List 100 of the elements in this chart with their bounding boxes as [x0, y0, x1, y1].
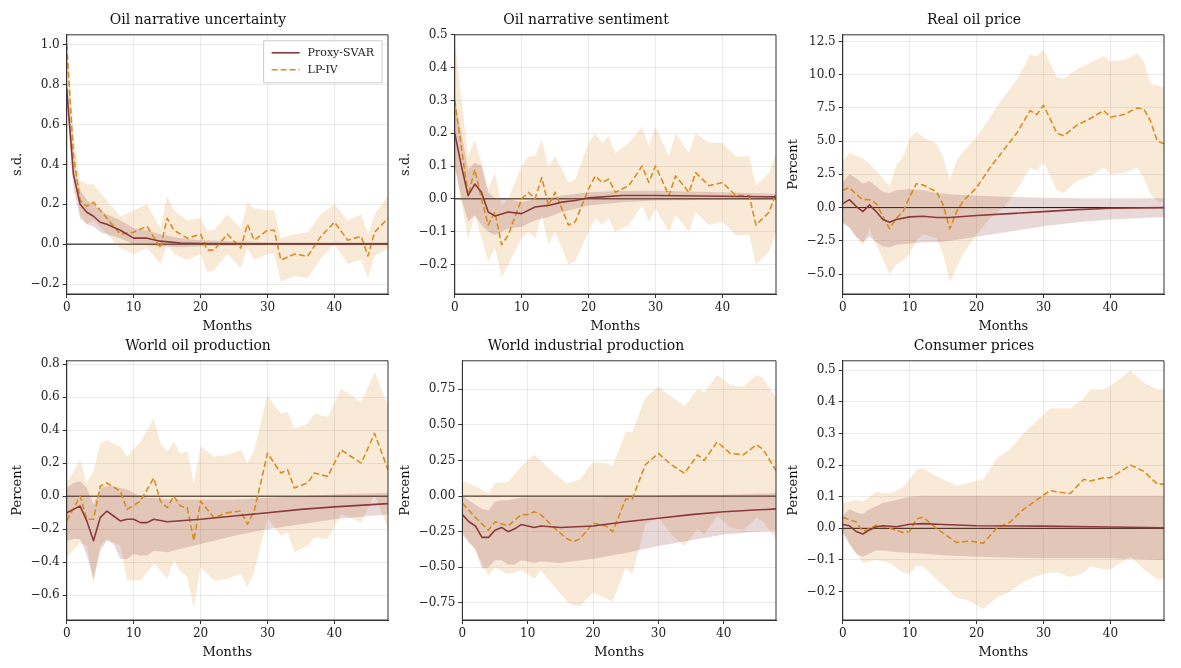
- x-tick-label: 30: [647, 300, 664, 315]
- x-tick-label: 40: [1102, 300, 1119, 315]
- y-tick-label: 0.4: [816, 394, 837, 409]
- x-axis-title: Months: [590, 317, 641, 333]
- x-axis-title: Months: [202, 643, 253, 659]
- y-tick-label: 0.4: [40, 422, 61, 437]
- x-tick-label: 0: [458, 626, 467, 641]
- line-series: [842, 104, 1164, 230]
- x-tick-label: 30: [650, 626, 667, 641]
- x-tick-label: 10: [126, 300, 142, 315]
- y-tick-label: −0.75: [418, 595, 456, 610]
- x-tick-label: 30: [1035, 300, 1052, 315]
- y-tick-label: −0.1: [806, 552, 836, 567]
- y-tick-label: −5.0: [806, 266, 836, 281]
- x-tick-label: 10: [902, 626, 918, 641]
- y-tick-label: −0.2: [806, 583, 836, 598]
- x-tick-label: 20: [968, 626, 985, 641]
- x-tick-label: 10: [520, 626, 536, 641]
- y-tick-label: 2.5: [816, 166, 836, 181]
- x-tick-label: 20: [585, 626, 601, 641]
- x-axis-title: Months: [978, 317, 1029, 333]
- y-tick-label: 0.5: [816, 362, 836, 377]
- y-tick-label: 0.5: [428, 26, 448, 41]
- chart-title: Real oil price: [926, 11, 1022, 28]
- y-axis-title: Percent: [785, 464, 801, 516]
- x-axis-title: Months: [978, 643, 1029, 659]
- x-axis-title: Months: [594, 643, 645, 659]
- x-tick-label: 30: [259, 300, 276, 315]
- y-tick-label: 0.50: [428, 417, 456, 432]
- line-series: [842, 464, 1164, 544]
- y-tick-label: −0.1: [418, 223, 448, 238]
- y-tick-label: −2.5: [806, 232, 836, 247]
- y-axis-title: Percent: [785, 138, 801, 190]
- y-tick-label: −0.50: [418, 559, 456, 574]
- x-tick-label: 10: [902, 300, 918, 315]
- y-axis-title: s.d.: [397, 152, 413, 177]
- x-tick-label: 40: [714, 300, 731, 315]
- y-tick-label: 0.0: [40, 236, 60, 251]
- y-tick-label: 0.1: [428, 158, 448, 173]
- x-tick-label: 40: [716, 626, 732, 641]
- x-tick-label: 0: [450, 300, 459, 315]
- x-tick-label: 0: [62, 300, 71, 315]
- y-tick-label: 0.2: [40, 196, 60, 211]
- line-series: [462, 441, 776, 543]
- y-tick-label: 0.6: [40, 116, 60, 131]
- y-tick-label: 0.2: [428, 125, 448, 140]
- y-tick-label: 0.1: [816, 488, 836, 503]
- y-axis-title: Percent: [9, 464, 25, 516]
- y-tick-label: 0.0: [816, 199, 836, 214]
- line-series: [66, 432, 388, 542]
- y-axis-title: Percent: [397, 464, 413, 516]
- y-tick-label: 0.0: [428, 190, 448, 205]
- chart-title: Oil narrative uncertainty: [109, 11, 287, 28]
- y-tick-label: −0.4: [30, 554, 61, 569]
- x-tick-label: 0: [838, 300, 847, 315]
- chart-title: World oil production: [125, 337, 271, 354]
- x-tick-label: 30: [259, 626, 276, 641]
- y-tick-label: 12.5: [809, 33, 836, 48]
- y-tick-label: 0.2: [816, 457, 836, 472]
- y-axis-title: s.d.: [9, 152, 25, 177]
- y-tick-label: 1.0: [40, 36, 60, 51]
- legend-label: Proxy-SVAR: [307, 45, 375, 59]
- x-tick-label: 20: [192, 626, 209, 641]
- x-tick-label: 10: [514, 300, 530, 315]
- y-tick-label: −0.2: [418, 256, 448, 271]
- x-tick-label: 20: [192, 300, 209, 315]
- x-tick-label: 30: [1035, 626, 1052, 641]
- y-tick-label: 10.0: [809, 66, 836, 81]
- legend-label: LP-IV: [307, 62, 339, 76]
- y-tick-label: 0.0: [40, 488, 60, 503]
- x-tick-label: 40: [1102, 626, 1119, 641]
- y-tick-label: 0.4: [40, 156, 61, 171]
- y-tick-label: 0.4: [428, 59, 449, 74]
- chart-title: Consumer prices: [913, 337, 1035, 354]
- y-tick-label: −0.6: [30, 587, 60, 602]
- y-tick-label: 0.6: [40, 389, 60, 404]
- y-tick-label: 0.0: [816, 520, 836, 535]
- y-tick-label: 0.25: [428, 452, 456, 467]
- y-tick-label: −0.2: [30, 276, 60, 291]
- chart-title: Oil narrative sentiment: [503, 11, 670, 28]
- x-tick-label: 40: [326, 626, 343, 641]
- x-tick-label: 10: [126, 626, 142, 641]
- x-tick-label: 0: [62, 626, 71, 641]
- x-tick-label: 20: [580, 300, 597, 315]
- y-tick-label: −0.25: [418, 523, 456, 538]
- y-tick-label: 0.8: [40, 356, 60, 371]
- y-tick-label: 0.75: [428, 381, 456, 396]
- y-tick-label: 0.2: [40, 455, 60, 470]
- y-tick-label: 0.8: [40, 76, 60, 91]
- y-tick-label: 0.3: [428, 92, 448, 107]
- y-tick-label: 7.5: [816, 100, 836, 115]
- y-tick-label: 5.0: [816, 133, 836, 148]
- y-tick-label: 0.00: [428, 488, 456, 503]
- x-axis-title: Months: [202, 317, 253, 333]
- x-tick-label: 20: [968, 300, 985, 315]
- y-tick-label: 0.3: [816, 425, 836, 440]
- chart-title: World industrial production: [487, 337, 685, 354]
- y-tick-label: −0.2: [30, 521, 60, 536]
- x-tick-label: 40: [326, 300, 343, 315]
- x-tick-label: 0: [838, 626, 847, 641]
